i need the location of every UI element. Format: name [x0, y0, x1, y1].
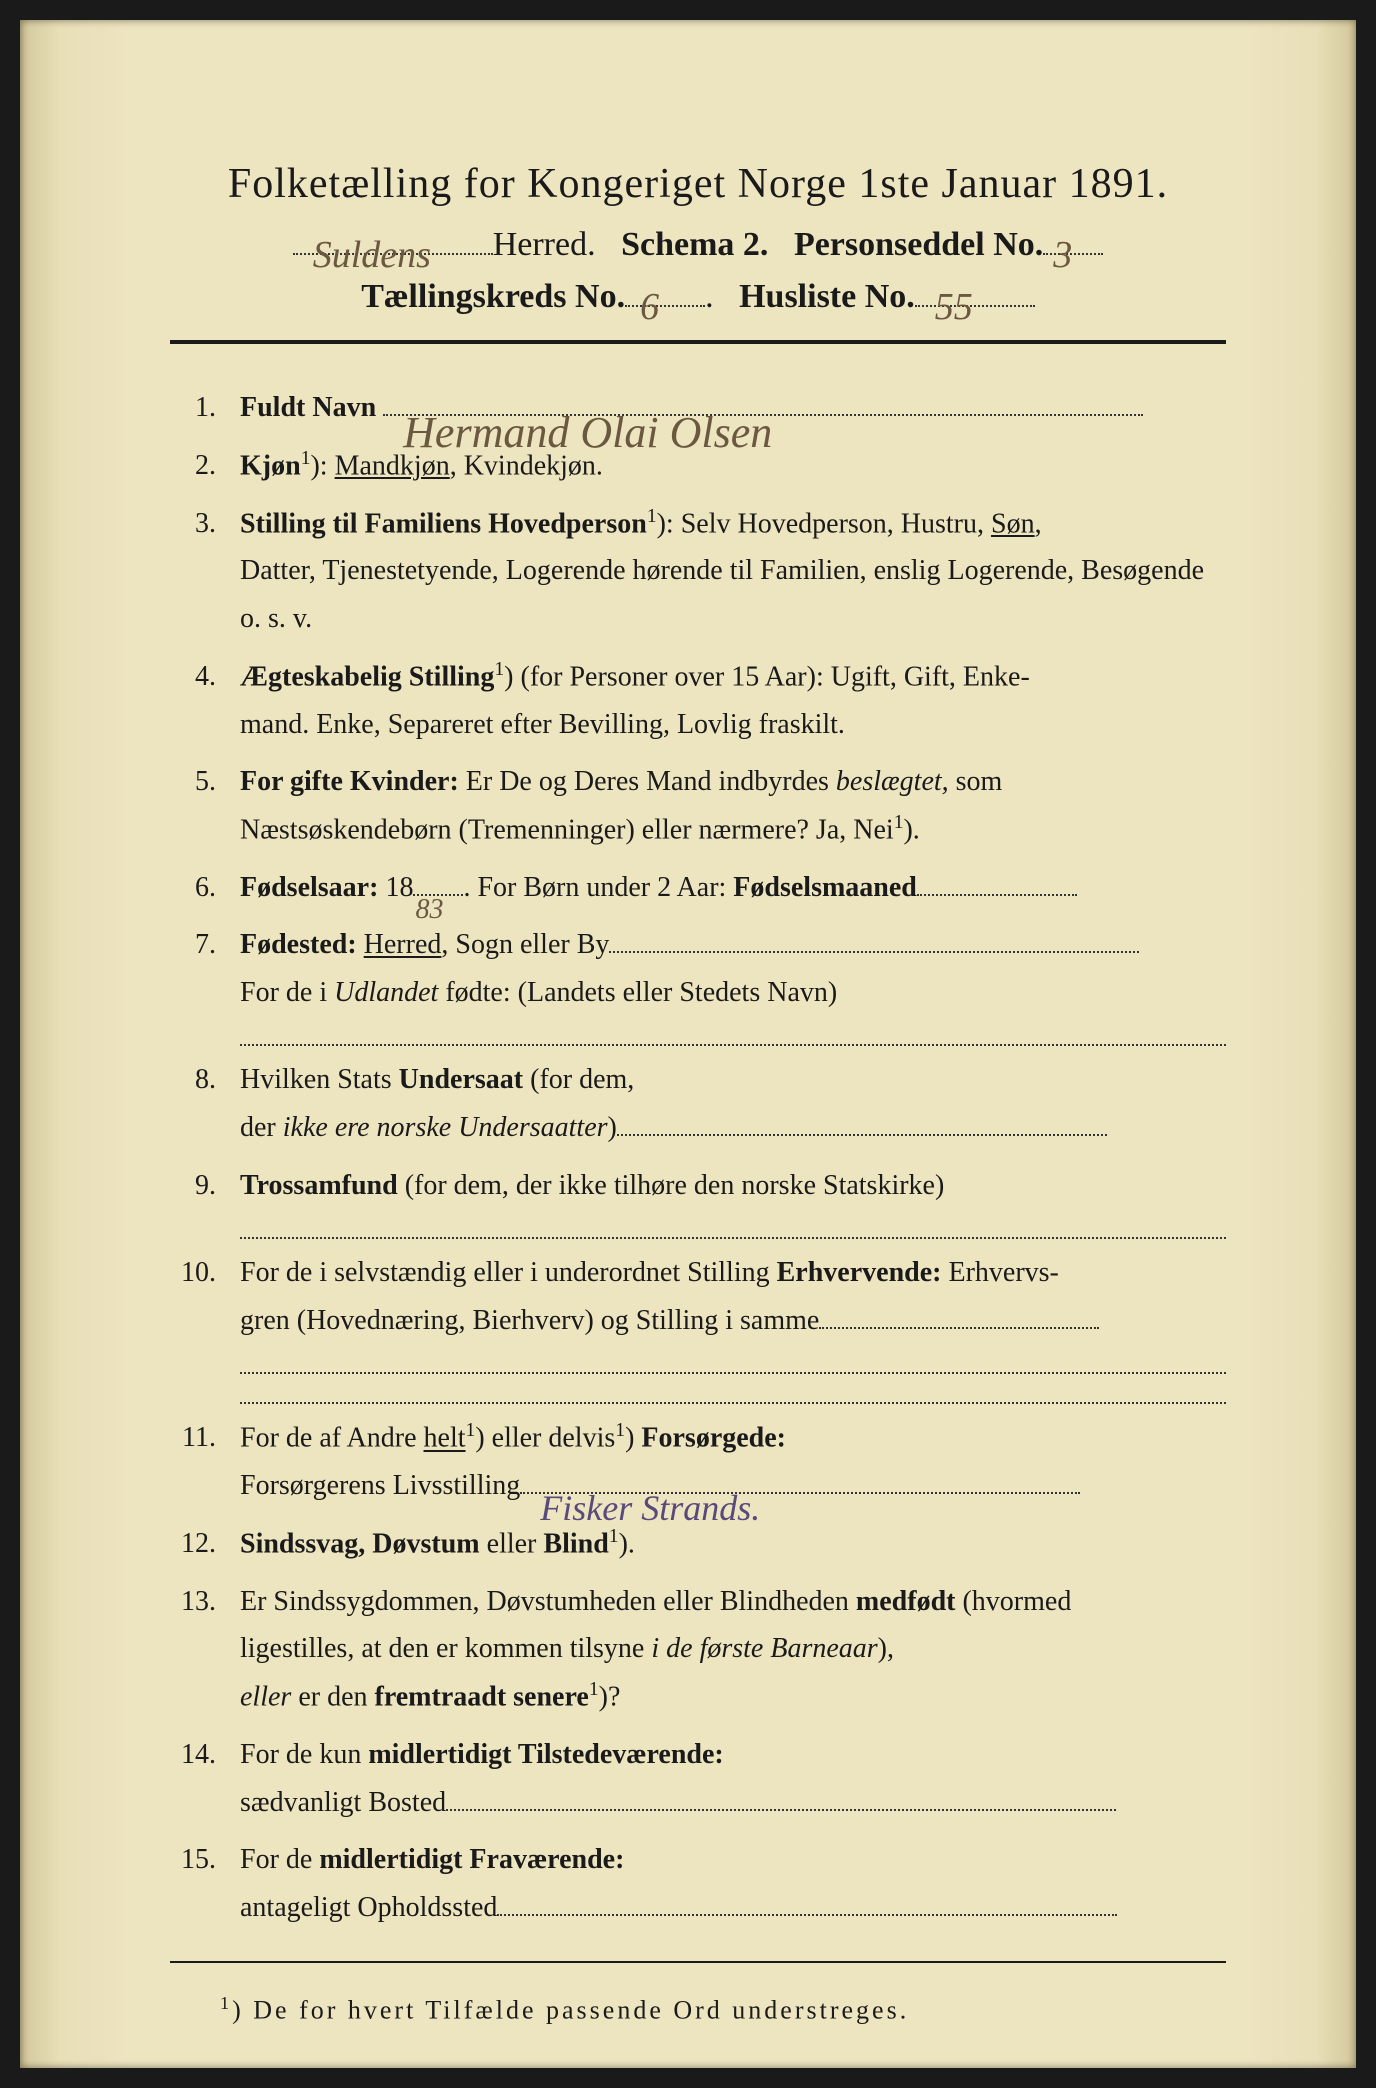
q2-mandkjon: Mandkjøn [335, 450, 450, 481]
q6-label: Fødselsaar: [240, 872, 378, 903]
schema-label: Schema 2. [621, 226, 768, 263]
item-15: 15. For de midlertidigt Fraværende: anta… [170, 1836, 1226, 1931]
num-6: 6. [170, 864, 240, 912]
footnote: 1) De for hvert Tilfælde passende Ord un… [170, 1993, 1226, 2026]
footnote-rule [170, 1961, 1226, 1963]
header-line-2: SuldensHerred. Schema 2. Personseddel No… [170, 226, 1226, 264]
q3-continuation: Datter, Tjenestetyende, Logerende hørend… [240, 547, 1226, 595]
census-form-page: Folketælling for Kongeriget Norge 1ste J… [20, 20, 1356, 2068]
num-4: 4. [170, 653, 240, 749]
tallingskreds-label: Tællingskreds No. [361, 278, 625, 315]
num-11: 11. [170, 1414, 240, 1510]
form-header: Folketælling for Kongeriget Norge 1ste J… [170, 160, 1226, 316]
num-10: 10. [170, 1249, 240, 1404]
num-15: 15. [170, 1836, 240, 1931]
item-1: 1. Fuldt Navn Hermand Olai Olsen [170, 384, 1226, 432]
num-9: 9. [170, 1162, 240, 1240]
num-3: 3. [170, 500, 240, 643]
q7-label: Fødested: [240, 929, 357, 960]
item-12: 12. Sindssvag, Døvstum eller Blind1). [170, 1520, 1226, 1568]
item-2: 2. Kjøn1): Mandkjøn, Kvindekjøn. [170, 442, 1226, 490]
num-12: 12. [170, 1520, 240, 1568]
q3-son: Søn [991, 508, 1035, 539]
herred-handwritten: Suldens [313, 233, 431, 277]
item-11: 11. For de af Andre helt1) eller delvis1… [170, 1414, 1226, 1510]
herred-label: Herred. [493, 226, 596, 263]
header-line-3: Tællingskreds No.6. Husliste No.55 [170, 278, 1226, 316]
personseddel-hw: 3 [1053, 233, 1072, 277]
item-10: 10. For de i selvstændig eller i underor… [170, 1249, 1226, 1404]
tallingskreds-hw: 6 [640, 285, 659, 329]
item-14: 14. For de kun midlertidigt Tilstedevære… [170, 1731, 1226, 1826]
item-4: 4. Ægteskabelig Stilling1) (for Personer… [170, 653, 1226, 749]
q3-label: Stilling til Familiens Hovedperson [240, 508, 647, 539]
q2-label: Kjøn [240, 450, 301, 481]
q4-label: Ægteskabelig Stilling [240, 661, 494, 692]
personseddel-label: Personseddel No. [794, 226, 1043, 263]
q4-continuation: mand. Enke, Separeret efter Bevilling, L… [240, 701, 1226, 749]
num-7: 7. [170, 921, 240, 1046]
item-7: 7. Fødested: Herred, Sogn eller By For d… [170, 921, 1226, 1046]
item-3: 3. Stilling til Familiens Hovedperson1):… [170, 500, 1226, 643]
item-8: 8. Hvilken Stats Undersaat (for dem, der… [170, 1056, 1226, 1151]
item-5: 5. For gifte Kvinder: Er De og Deres Man… [170, 758, 1226, 854]
husliste-hw: 55 [935, 285, 973, 329]
husliste-label: Husliste No. [739, 278, 915, 315]
q5-label: For gifte Kvinder: [240, 766, 459, 797]
num-8: 8. [170, 1056, 240, 1151]
form-title: Folketælling for Kongeriget Norge 1ste J… [170, 160, 1226, 208]
q3-osv: o. s. v. [240, 595, 1226, 643]
item-13: 13. Er Sindssygdommen, Døvstumheden elle… [170, 1578, 1226, 1721]
num-5: 5. [170, 758, 240, 854]
num-14: 14. [170, 1731, 240, 1826]
num-1: 1. [170, 384, 240, 432]
item-9: 9. Trossamfund (for dem, der ikke tilhør… [170, 1162, 1226, 1240]
num-13: 13. [170, 1578, 240, 1721]
q9-label: Trossamfund [240, 1170, 398, 1201]
num-2: 2. [170, 442, 240, 490]
q2-kvindekjon: , Kvindekjøn. [450, 450, 603, 481]
header-rule [170, 340, 1226, 344]
item-6: 6. Fødselsaar: 1883. For Børn under 2 Aa… [170, 864, 1226, 912]
q1-label: Fuldt Navn [240, 392, 376, 423]
